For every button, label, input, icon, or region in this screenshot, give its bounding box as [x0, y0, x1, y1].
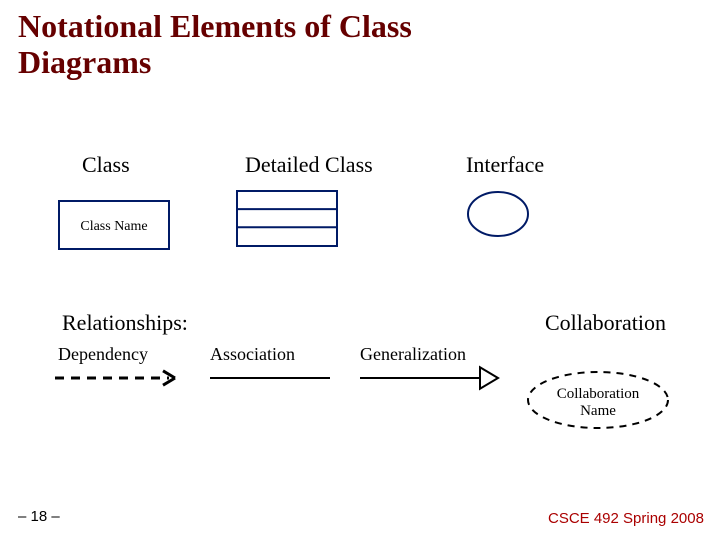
slide-root: Notational Elements of Class Diagrams Cl…	[0, 0, 720, 540]
generalization-arrow	[358, 364, 502, 392]
title-line2: Diagrams	[18, 44, 151, 80]
collab-label-line2: Name	[580, 403, 616, 419]
dependency-arrow	[53, 366, 193, 390]
label-association: Association	[210, 344, 295, 365]
detailed-class-box	[236, 190, 340, 249]
slide-title: Notational Elements of Class Diagrams	[18, 8, 412, 80]
class-box-label: Class Name	[80, 219, 147, 234]
page-number: – 18 –	[18, 508, 60, 525]
association-line	[208, 372, 332, 384]
course-footer: CSCE 492 Spring 2008	[548, 510, 704, 527]
relationships-header: Relationships:	[62, 310, 188, 336]
collaboration-header: Collaboration	[545, 310, 666, 336]
title-line1: Notational Elements of Class	[18, 8, 412, 44]
collab-label-line1: Collaboration	[557, 386, 640, 402]
interface-circle	[465, 189, 531, 239]
label-dependency: Dependency	[58, 344, 148, 365]
collaboration-ellipse: CollaborationName	[524, 368, 672, 432]
class-box: Class Name	[58, 200, 172, 252]
header-interface: Interface	[466, 152, 544, 178]
header-class: Class	[82, 152, 130, 178]
header-detailed: Detailed Class	[245, 152, 373, 178]
label-generalization: Generalization	[360, 344, 466, 365]
